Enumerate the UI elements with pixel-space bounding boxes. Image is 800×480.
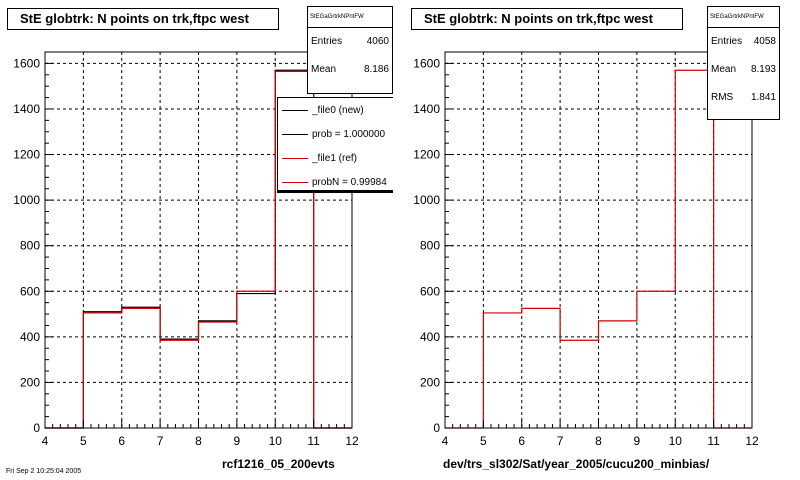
legend-swatch-probn (282, 181, 308, 183)
right-y-tick-label-7: 1400 (413, 102, 440, 116)
right-x-tick-label-0: 4 (442, 434, 449, 448)
legend-item-new: _file0 (new) (278, 98, 393, 122)
left-stats-name: StEGaGrtrkNPntFW (308, 7, 392, 28)
left-series-line-1 (45, 70, 352, 429)
right-x-tick-label-5: 9 (634, 434, 641, 448)
left-x-tick-label-5: 9 (234, 434, 241, 448)
left-x-tick-label-8: 12 (345, 434, 359, 448)
left-x-tick-label-7: 11 (307, 434, 320, 448)
right-x-tick-label-6: 10 (669, 434, 683, 448)
left-x-tick-label-1: 5 (80, 434, 87, 448)
left-y-tick-label-0: 0 (33, 421, 40, 435)
right-x-tick-label-2: 6 (518, 434, 525, 448)
right-chart-title: StE globtrk: N points on trk,ftpc west (411, 8, 683, 30)
left-stats-mean: Mean 8.186 (308, 56, 392, 84)
left-y-tick-label-5: 1000 (13, 193, 40, 207)
legend-label-prob: prob = 1.000000 (312, 128, 386, 140)
right-mean-value: 8.193 (750, 64, 776, 75)
right-x-tick-label-8: 12 (745, 434, 759, 448)
left-y-tick-label-3: 600 (20, 284, 40, 298)
right-rms-value: 1.841 (750, 92, 776, 103)
left-stats-box: StEGaGrtrkNPntFW Entries 4060 Mean 8.186 (307, 6, 393, 94)
right-y-tick-label-1: 200 (420, 375, 440, 389)
right-entries-label: Entries (711, 36, 743, 47)
left-mean-label: Mean (311, 64, 337, 75)
legend-label-ref: _file1 (ref) (312, 152, 358, 164)
right-y-tick-label-6: 1200 (413, 148, 440, 162)
left-y-tick-label-4: 800 (20, 239, 40, 253)
legend-item-ref: _file1 (ref) (278, 146, 393, 170)
right-stats-rms: RMS 1.841 (708, 84, 779, 112)
right-x-tick-label-1: 5 (480, 434, 487, 448)
right-y-tick-label-3: 600 (420, 284, 440, 298)
left-y-tick-label-2: 400 (20, 330, 40, 344)
right-x-tick-label-4: 8 (595, 434, 602, 448)
right-stats-name: StEGaGrtrkNPntFW (708, 7, 779, 28)
left-x-tick-label-0: 4 (42, 434, 49, 448)
footer-timestamp: Fri Sep 2 10:25:04 2005 (6, 468, 82, 475)
right-stats-box: StEGaGrtrkNPntFW Entries 4058 Mean 8.193… (707, 6, 780, 120)
right-stats-mean: Mean 8.193 (708, 56, 779, 84)
left-entries-label: Entries (311, 36, 343, 47)
left-mean-value: 8.186 (363, 64, 389, 75)
legend-swatch-ref (282, 157, 308, 159)
right-x-axis-label: dev/trs_sl302/Sat/year_2005/cucu200_minb… (443, 457, 710, 471)
legend-item-probn: probN = 0.99984 (278, 170, 393, 190)
legend-swatch-new (282, 109, 308, 111)
left-entries-value: 4060 (366, 36, 389, 47)
left-y-tick-label-1: 200 (20, 375, 40, 389)
legend-item-prob: prob = 1.000000 (278, 122, 393, 146)
right-y-tick-label-8: 1600 (413, 56, 440, 70)
right-mean-label: Mean (711, 64, 737, 75)
right-y-tick-label-2: 400 (420, 330, 440, 344)
right-x-tick-label-7: 11 (707, 434, 720, 448)
left-x-axis-label: rcf1216_05_200evts (222, 457, 335, 471)
right-x-tick-label-3: 7 (557, 434, 564, 448)
right-y-tick-label-0: 0 (433, 421, 440, 435)
left-x-tick-label-4: 8 (195, 434, 202, 448)
right-y-tick-label-4: 800 (420, 239, 440, 253)
right-entries-value: 4058 (753, 36, 776, 47)
left-y-tick-label-7: 1400 (13, 102, 40, 116)
right-y-tick-label-5: 1000 (413, 193, 440, 207)
left-x-tick-label-2: 6 (118, 434, 125, 448)
legend-label-new: _file0 (new) (312, 104, 364, 116)
left-chart-title: StE globtrk: N points on trk,ftpc west (7, 8, 279, 30)
left-x-tick-label-6: 10 (269, 434, 283, 448)
left-legend: _file0 (new) prob = 1.000000 _file1 (ref… (277, 97, 393, 193)
left-y-tick-label-6: 1200 (13, 148, 40, 162)
right-rms-label: RMS (711, 92, 734, 103)
right-stats-entries: Entries 4058 (708, 28, 779, 56)
right-series-line-0 (445, 69, 752, 429)
left-stats-entries: Entries 4060 (308, 28, 392, 56)
left-y-tick-label-8: 1600 (13, 56, 40, 70)
legend-swatch-prob (282, 133, 308, 135)
legend-label-probn: probN = 0.99984 (312, 176, 387, 188)
left-x-tick-label-3: 7 (157, 434, 164, 448)
